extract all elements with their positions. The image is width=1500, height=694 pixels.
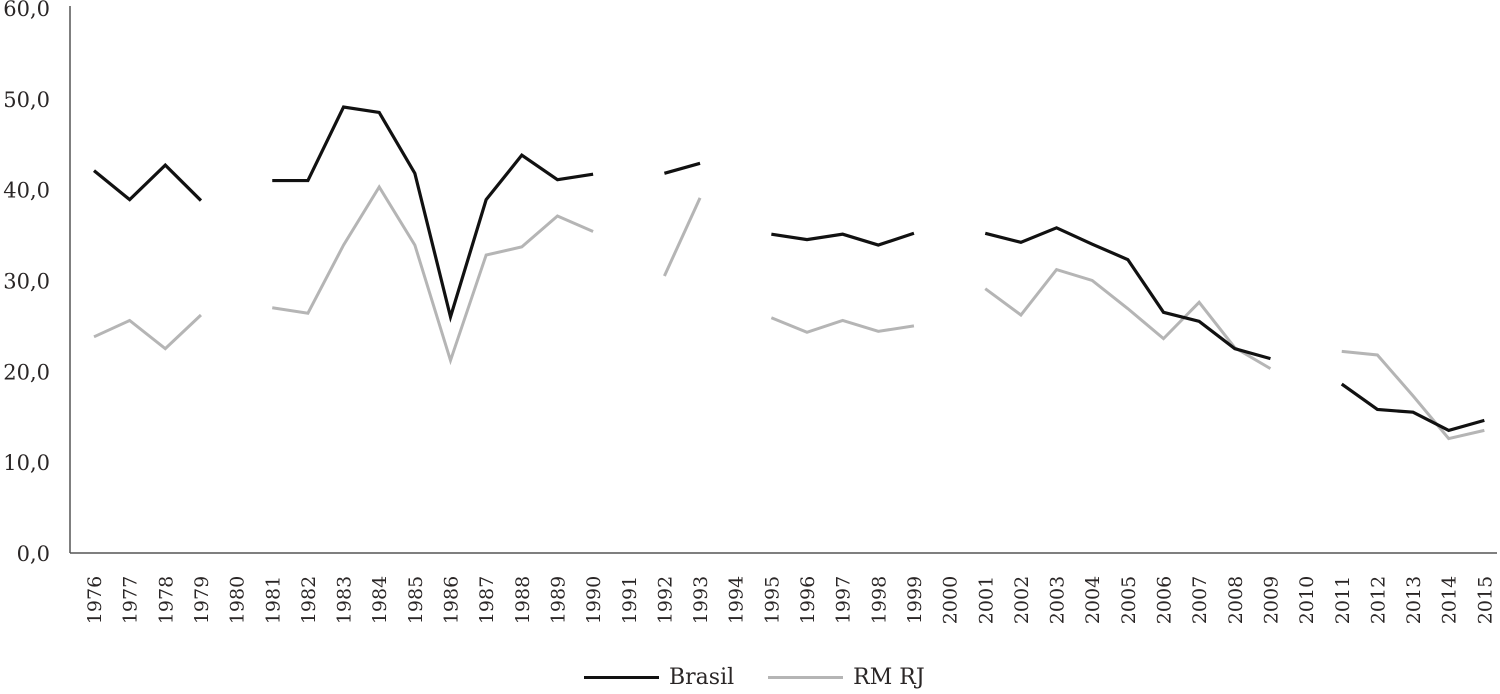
- x-tick-label: 1977: [120, 576, 142, 624]
- series-line-rm-rj: [1341, 349, 1485, 441]
- series-line-rm-rj: [770, 316, 915, 334]
- x-tick-label: 1996: [797, 576, 819, 624]
- x-tick-label: 2015: [1474, 576, 1496, 624]
- x-tick-label: 2002: [1011, 576, 1033, 624]
- y-tick-label: 40,0: [3, 179, 50, 203]
- x-tick-label: 1987: [476, 576, 498, 624]
- legend: Brasil RM RJ: [584, 665, 959, 690]
- y-tick-label: 50,0: [3, 88, 50, 112]
- x-tick-label: 1999: [904, 576, 926, 624]
- x-axis: 1976 1977 1978 1979 1980 1981 1982 1983 1984 1985…: [70, 552, 1497, 624]
- x-tick-label: 2012: [1367, 576, 1389, 624]
- x-tick-label: 1989: [547, 576, 569, 624]
- series-layer: [92, 105, 1485, 441]
- x-tick-label: 1995: [761, 576, 783, 624]
- y-tick-label: 60,0: [3, 0, 50, 21]
- x-tick-label: 1978: [155, 576, 177, 624]
- x-tick-label: 1988: [512, 576, 534, 624]
- legend-swatch-rm-rj: [768, 676, 844, 679]
- x-tick-label: 2003: [1047, 576, 1069, 624]
- series-line-rm-rj: [984, 267, 1272, 370]
- x-tick-label: 2008: [1225, 576, 1247, 624]
- x-tick-label: 1984: [369, 576, 391, 624]
- series-line-brasil: [771, 231, 915, 247]
- series-line-rm-rj: [93, 313, 202, 351]
- y-axis: 0,0 10,0 20,0 30,0 40,0 50,0 60,0: [3, 0, 71, 566]
- x-tick-label: 2007: [1189, 576, 1211, 624]
- x-tick-label: 2009: [1260, 576, 1282, 624]
- x-tick-label: 1976: [84, 576, 106, 624]
- x-tick-label: 1991: [619, 576, 641, 624]
- legend-item-brasil: Brasil: [584, 665, 734, 690]
- x-tick-label: 2011: [1332, 576, 1354, 624]
- x-tick-label: 2006: [1154, 576, 1176, 624]
- legend-label-rm-rj: RM RJ: [853, 665, 925, 690]
- series-line-rm-rj: [663, 197, 702, 277]
- x-tick-label: 1983: [334, 576, 356, 624]
- x-tick-label: 2013: [1403, 576, 1425, 624]
- y-tick-label: 10,0: [3, 451, 50, 475]
- y-tick-label: 0,0: [17, 542, 50, 566]
- x-tick-label: 2005: [1118, 576, 1140, 624]
- x-tick-label: 1997: [833, 576, 855, 624]
- series-line-brasil: [663, 161, 701, 175]
- x-tick-label: 1980: [227, 576, 249, 624]
- x-tick-label: 1993: [690, 576, 712, 624]
- series-line-rm-rj: [272, 184, 594, 366]
- x-tick-label: 1985: [405, 576, 427, 624]
- x-tick-label: 1981: [262, 576, 284, 624]
- x-tick-label: 1990: [583, 576, 605, 624]
- x-tick-label: 1994: [726, 576, 748, 624]
- y-tick-label: 20,0: [3, 360, 50, 384]
- x-tick-label: 1992: [654, 576, 676, 624]
- series-line-brasil: [984, 226, 1271, 361]
- legend-label-brasil: Brasil: [669, 665, 735, 690]
- y-tick-label: 30,0: [3, 270, 50, 294]
- x-tick-label: 1986: [441, 576, 463, 624]
- x-tick-label: 2000: [940, 576, 962, 624]
- x-tick-label: 2014: [1439, 576, 1461, 624]
- x-tick-label: 2001: [975, 576, 997, 624]
- legend-item-rm-rj: RM RJ: [768, 665, 925, 690]
- x-tick-label: 1998: [868, 576, 890, 624]
- series-line-brasil: [92, 162, 203, 202]
- x-tick-label: 1982: [298, 576, 320, 624]
- legend-swatch-brasil: [584, 676, 659, 679]
- x-tick-label: 2004: [1082, 576, 1104, 624]
- x-tick-label: 1979: [191, 576, 213, 624]
- series-line-brasil: [272, 105, 594, 323]
- series-line-brasil: [1340, 382, 1485, 433]
- x-tick-label: 2010: [1296, 576, 1318, 624]
